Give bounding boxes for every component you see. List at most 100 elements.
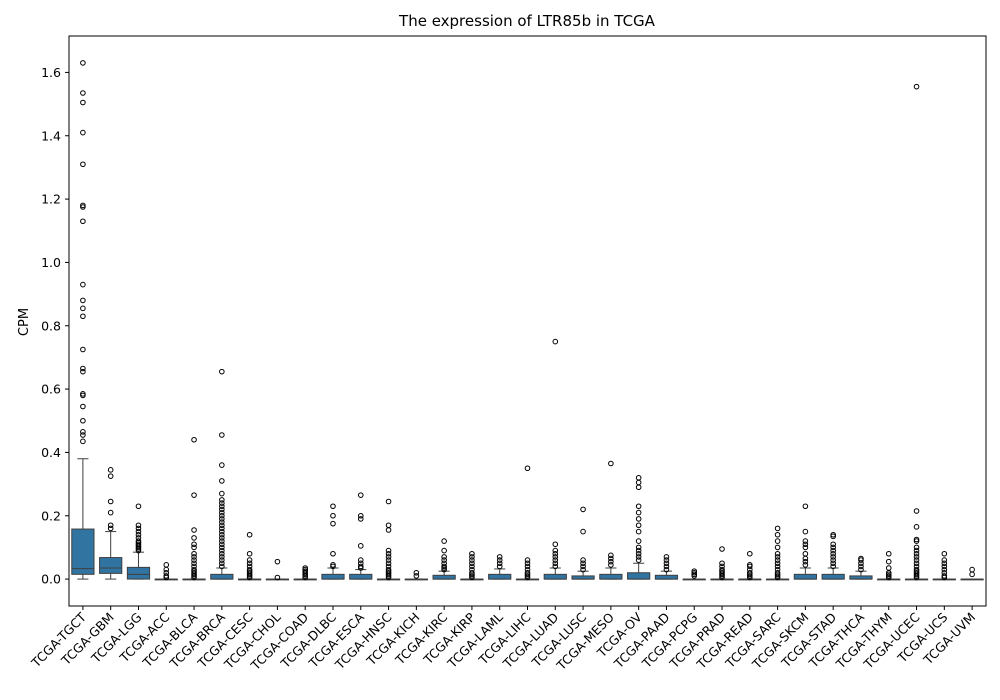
outlier-point — [580, 566, 586, 573]
outlier-point — [524, 566, 531, 573]
outlier-point — [191, 436, 197, 443]
box — [654, 574, 679, 580]
outlier-point — [885, 558, 892, 565]
outlier-point — [802, 562, 809, 568]
outlier-point — [830, 560, 836, 567]
outlier-point — [80, 281, 86, 288]
outlier-point — [80, 202, 86, 209]
outlier-point — [913, 563, 920, 570]
outlier-point — [385, 563, 392, 570]
outlier-point — [219, 528, 225, 535]
outlier-point — [913, 566, 920, 573]
outlier-point — [802, 550, 809, 557]
outlier-point — [219, 462, 225, 468]
outlier-point — [469, 554, 475, 560]
y-tick-label: 0.6 — [41, 382, 61, 397]
outlier-point — [219, 512, 225, 519]
outlier-point — [163, 569, 170, 576]
outlier-point — [191, 492, 197, 498]
outlier-point — [357, 560, 364, 567]
outlier-point — [635, 479, 642, 486]
outlier-point — [219, 560, 225, 567]
outlier-point — [969, 571, 975, 578]
outlier-point — [913, 550, 920, 557]
outlier-point — [80, 429, 86, 435]
outlier-point — [135, 531, 142, 538]
outlier-point — [135, 503, 142, 510]
outlier-point — [469, 560, 475, 567]
outlier-point — [830, 531, 836, 538]
outlier-point — [774, 566, 781, 573]
outlier-point — [135, 535, 142, 541]
outlier-point — [357, 512, 364, 519]
outlier-point — [496, 560, 503, 567]
y-axis-label: CPM — [17, 308, 32, 336]
outlier-point — [552, 541, 559, 548]
outlier-point — [469, 563, 475, 570]
outlier-point — [219, 550, 225, 557]
outlier-point — [524, 465, 531, 472]
outlier-point — [496, 563, 503, 570]
outlier-point — [941, 563, 948, 570]
outlier-point — [802, 558, 809, 565]
outlier-point — [635, 547, 642, 554]
outlier-point — [246, 560, 253, 567]
outlier-point — [774, 531, 781, 538]
outlier-point — [469, 566, 475, 573]
outlier-point — [219, 509, 225, 516]
box — [821, 573, 845, 580]
outlier-point — [219, 497, 225, 503]
outlier-point — [580, 506, 586, 513]
outlier-point — [80, 161, 86, 168]
box — [99, 557, 123, 574]
outlier-point — [774, 525, 781, 532]
box — [126, 566, 151, 580]
outlier-point — [802, 528, 809, 535]
outlier-point — [552, 338, 559, 345]
outlier-point — [552, 547, 559, 554]
outlier-point — [80, 305, 86, 312]
outlier-point — [385, 566, 392, 573]
outlier-point — [107, 498, 114, 505]
outlier-point — [80, 60, 86, 66]
outlier-point — [802, 544, 809, 551]
outlier-point — [219, 557, 225, 563]
outlier-point — [219, 519, 225, 525]
outlier-point — [80, 438, 86, 445]
outlier-point — [941, 550, 948, 557]
outlier-point — [635, 516, 642, 522]
outlier-point — [357, 516, 364, 522]
outlier-point — [552, 563, 559, 570]
y-tick-label: 1.4 — [41, 128, 61, 143]
box — [627, 572, 651, 580]
chart-title: The expression of LTR85b in TCGA — [398, 12, 656, 30]
outlier-point — [219, 535, 225, 541]
outlier-point — [608, 558, 614, 565]
outlier-point — [635, 528, 642, 535]
outlier-point — [219, 563, 225, 570]
outlier-point — [80, 297, 86, 304]
outlier-point — [80, 432, 86, 438]
outlier-point — [385, 527, 392, 533]
outlier-point — [552, 550, 559, 557]
outlier-point — [163, 566, 170, 573]
outlier-point — [219, 522, 225, 529]
outlier-point — [552, 554, 559, 560]
outlier-point — [219, 478, 225, 484]
outlier-point — [608, 460, 614, 467]
box — [210, 573, 234, 580]
outlier-point — [913, 557, 920, 563]
outlier-point — [135, 525, 142, 532]
outlier-point — [858, 555, 864, 562]
plot-area: 0.00.20.40.60.81.01.21.41.6TCGA-TGCTTCGA… — [28, 60, 984, 674]
outlier-point — [302, 565, 308, 571]
outlier-point — [830, 547, 836, 554]
outlier-point — [80, 368, 86, 375]
outlier-point — [524, 560, 531, 567]
outlier-point — [774, 554, 781, 560]
outlier-point — [107, 522, 114, 529]
outlier-point — [219, 544, 225, 551]
outlier-point — [774, 538, 781, 544]
outlier-point — [913, 547, 920, 554]
outlier-point — [80, 313, 86, 320]
